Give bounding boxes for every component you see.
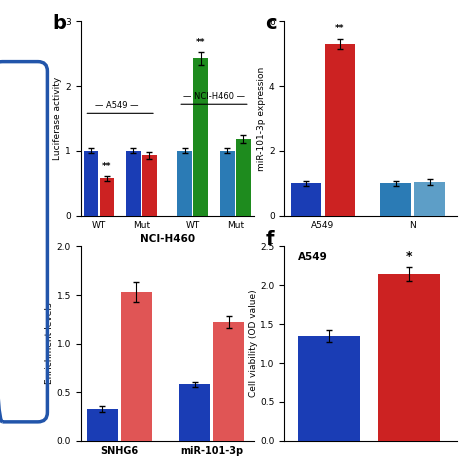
Y-axis label: Luciferase activity: Luciferase activity bbox=[54, 77, 62, 160]
Text: — NCI-H460 —: — NCI-H460 — bbox=[183, 92, 245, 101]
Bar bbox=[126, 151, 141, 216]
Text: f: f bbox=[265, 230, 274, 249]
Text: **: ** bbox=[335, 24, 345, 33]
Text: SNHG6: SNHG6 bbox=[198, 249, 230, 258]
Bar bbox=[142, 155, 157, 216]
Bar bbox=[193, 58, 208, 216]
Bar bbox=[291, 183, 321, 216]
Bar bbox=[298, 336, 360, 441]
Bar bbox=[83, 151, 98, 216]
Bar bbox=[180, 384, 210, 441]
Y-axis label: Enrichment levels: Enrichment levels bbox=[45, 303, 54, 384]
Text: b: b bbox=[52, 14, 66, 33]
Bar bbox=[213, 322, 244, 441]
Text: A549: A549 bbox=[298, 252, 328, 262]
Text: **: ** bbox=[102, 162, 112, 171]
Bar bbox=[177, 151, 192, 216]
Bar bbox=[236, 139, 251, 216]
Bar bbox=[325, 44, 356, 216]
Bar bbox=[100, 178, 114, 216]
Bar bbox=[414, 182, 445, 216]
Bar bbox=[380, 183, 411, 216]
Title: NCI-H460: NCI-H460 bbox=[139, 234, 195, 244]
Text: *: * bbox=[405, 250, 412, 263]
Y-axis label: miR-101-3p expression: miR-101-3p expression bbox=[257, 66, 266, 171]
Bar bbox=[378, 273, 440, 441]
Text: c: c bbox=[265, 14, 277, 33]
Text: SNHG6: SNHG6 bbox=[100, 249, 133, 258]
Bar bbox=[220, 151, 235, 216]
Text: — A549 —: — A549 — bbox=[95, 101, 138, 110]
Bar bbox=[87, 409, 118, 441]
Y-axis label: Cell viability (OD value): Cell viability (OD value) bbox=[248, 290, 257, 398]
Text: **: ** bbox=[196, 38, 206, 47]
Bar bbox=[121, 292, 152, 441]
